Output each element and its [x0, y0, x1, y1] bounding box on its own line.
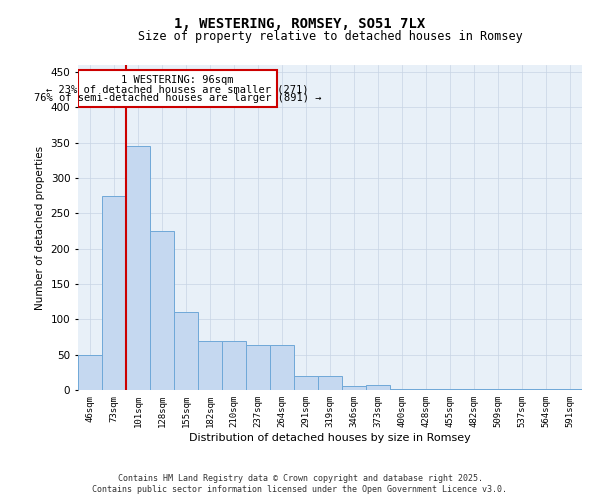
Bar	[174, 312, 198, 390]
Bar	[342, 386, 366, 390]
Bar	[198, 340, 222, 390]
Bar	[78, 70, 277, 108]
Text: 76% of semi-detached houses are larger (891) →: 76% of semi-detached houses are larger (…	[34, 94, 322, 104]
Bar	[126, 146, 150, 390]
Text: 1 WESTERING: 96sqm: 1 WESTERING: 96sqm	[121, 75, 234, 85]
Bar	[246, 346, 270, 390]
Text: Contains HM Land Registry data © Crown copyright and database right 2025.
Contai: Contains HM Land Registry data © Crown c…	[92, 474, 508, 494]
Bar	[150, 231, 174, 390]
Text: 1, WESTERING, ROMSEY, SO51 7LX: 1, WESTERING, ROMSEY, SO51 7LX	[175, 18, 425, 32]
Title: Size of property relative to detached houses in Romsey: Size of property relative to detached ho…	[137, 30, 523, 43]
Y-axis label: Number of detached properties: Number of detached properties	[35, 146, 45, 310]
Bar	[270, 346, 294, 390]
Bar	[366, 385, 390, 390]
Bar	[222, 340, 246, 390]
Bar	[102, 196, 126, 390]
Text: ← 23% of detached houses are smaller (271): ← 23% of detached houses are smaller (27…	[46, 84, 309, 94]
Bar	[318, 376, 342, 390]
Bar	[294, 376, 318, 390]
X-axis label: Distribution of detached houses by size in Romsey: Distribution of detached houses by size …	[189, 432, 471, 442]
Bar	[78, 354, 102, 390]
